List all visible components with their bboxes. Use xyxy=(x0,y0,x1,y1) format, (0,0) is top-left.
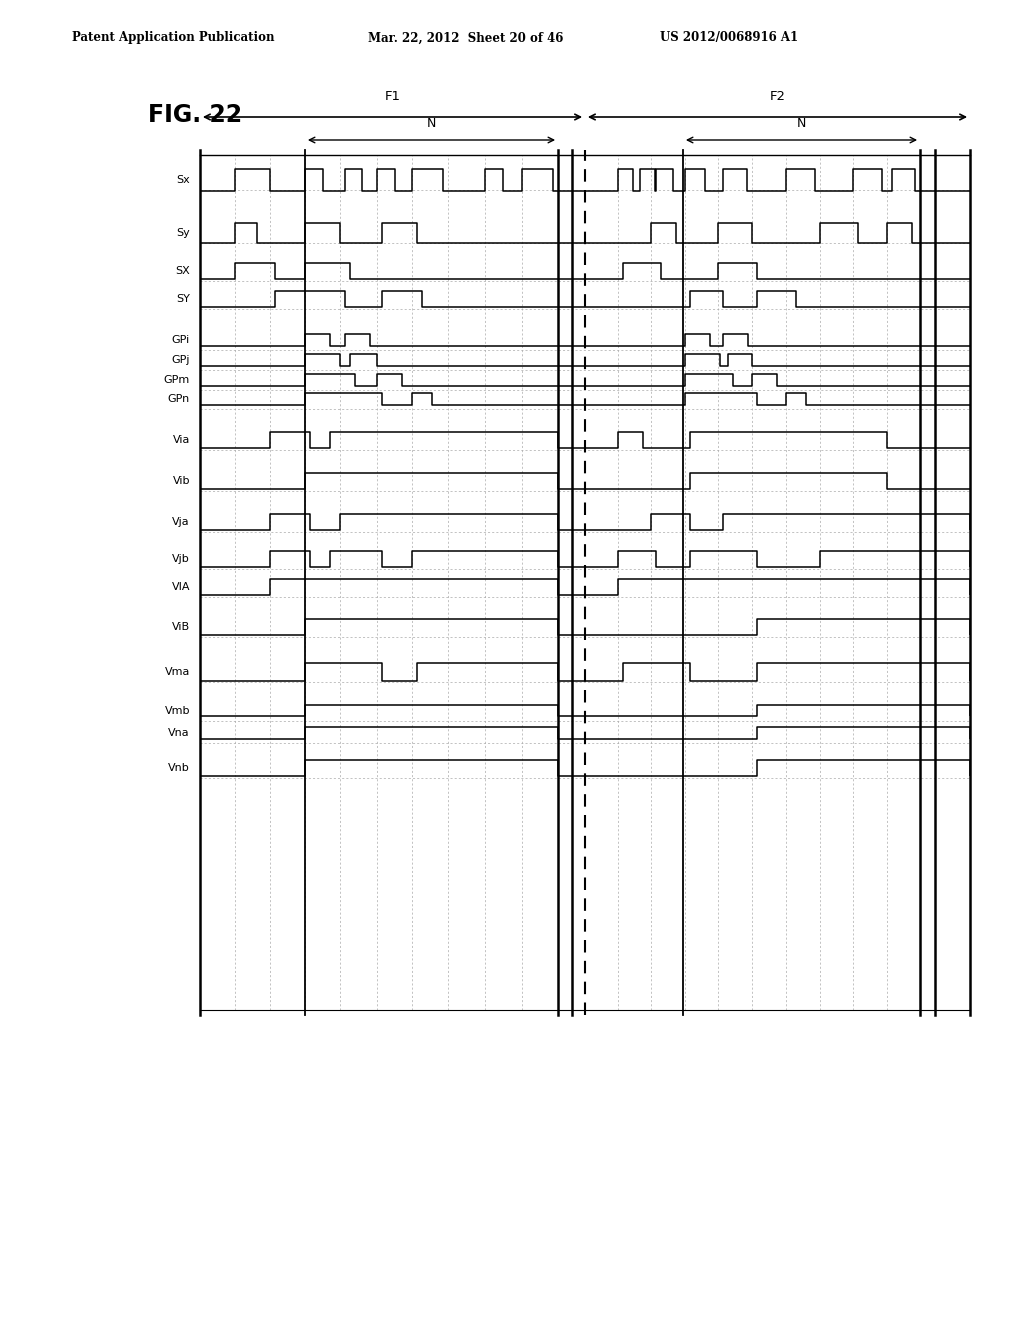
Text: US 2012/0068916 A1: US 2012/0068916 A1 xyxy=(660,32,798,45)
Text: Via: Via xyxy=(173,436,190,445)
Text: N: N xyxy=(427,117,436,129)
Text: Patent Application Publication: Patent Application Publication xyxy=(72,32,274,45)
Text: F2: F2 xyxy=(769,90,785,103)
Text: GPn: GPn xyxy=(168,395,190,404)
Text: Sx: Sx xyxy=(176,176,190,185)
Text: VIA: VIA xyxy=(171,582,190,593)
Text: Vmb: Vmb xyxy=(165,706,190,715)
Text: SY: SY xyxy=(176,293,190,304)
Text: Vja: Vja xyxy=(172,517,190,527)
Text: Vjb: Vjb xyxy=(172,554,190,565)
Text: GPm: GPm xyxy=(164,375,190,384)
Text: Vna: Vna xyxy=(168,729,190,738)
Text: GPj: GPj xyxy=(171,355,190,366)
Text: GPi: GPi xyxy=(172,335,190,346)
Text: ViB: ViB xyxy=(172,622,190,632)
Text: FIG. 22: FIG. 22 xyxy=(148,103,242,127)
Text: Vnb: Vnb xyxy=(168,763,190,772)
Text: Sy: Sy xyxy=(176,228,190,238)
Text: Vma: Vma xyxy=(165,667,190,677)
Text: Mar. 22, 2012  Sheet 20 of 46: Mar. 22, 2012 Sheet 20 of 46 xyxy=(368,32,563,45)
Text: Vib: Vib xyxy=(172,477,190,486)
Text: N: N xyxy=(797,117,806,129)
Text: F1: F1 xyxy=(384,90,400,103)
Text: SX: SX xyxy=(175,265,190,276)
